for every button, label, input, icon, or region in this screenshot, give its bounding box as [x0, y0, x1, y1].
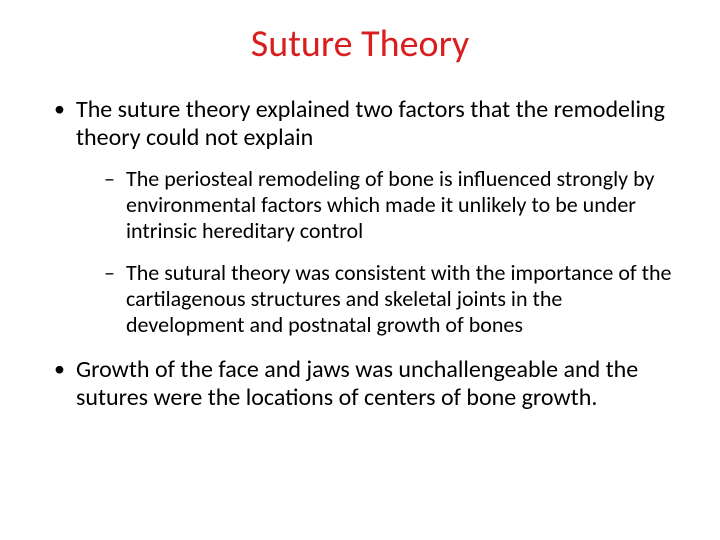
bullet-list: The suture theory explained two factors … [48, 96, 672, 413]
sub-bullet-text: The periosteal remodeling of bone is inf… [126, 165, 654, 244]
slide-title: Suture Theory [48, 24, 672, 66]
slide: Suture Theory The suture theory explaine… [0, 0, 720, 540]
bullet-text: The suture theory explained two factors … [76, 95, 665, 152]
bullet-text: Growth of the face and jaws was unchalle… [76, 355, 638, 412]
bullet-item: The suture theory explained two factors … [48, 96, 672, 338]
sub-bullet-item: The periosteal remodeling of bone is inf… [102, 166, 672, 244]
sub-bullet-text: The sutural theory was consistent with t… [126, 259, 671, 338]
sub-bullet-item: The sutural theory was consistent with t… [102, 260, 672, 338]
bullet-item: Growth of the face and jaws was unchalle… [48, 356, 672, 413]
sub-bullet-list: The periosteal remodeling of bone is inf… [76, 166, 672, 338]
